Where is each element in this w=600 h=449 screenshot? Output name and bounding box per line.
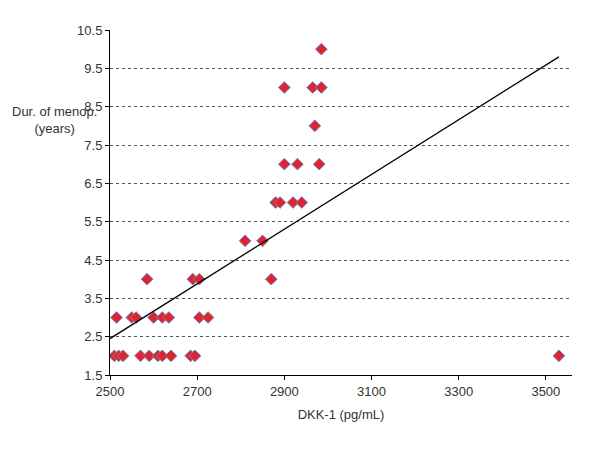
- svg-text:9.5: 9.5: [84, 61, 102, 76]
- svg-text:1.5: 1.5: [84, 368, 102, 383]
- svg-text:2700: 2700: [183, 384, 212, 399]
- svg-text:5.5: 5.5: [84, 214, 102, 229]
- svg-text:7.5: 7.5: [84, 138, 102, 153]
- svg-text:3100: 3100: [357, 384, 386, 399]
- svg-text:4.5: 4.5: [84, 253, 102, 268]
- svg-text:6.5: 6.5: [84, 176, 102, 191]
- svg-text:3500: 3500: [531, 384, 560, 399]
- svg-text:2500: 2500: [96, 384, 125, 399]
- svg-text:3.5: 3.5: [84, 291, 102, 306]
- svg-text:2.5: 2.5: [84, 329, 102, 344]
- svg-text:DKK-1 (pg/mL): DKK-1 (pg/mL): [298, 407, 385, 422]
- svg-text:Dur. of menop.(years): Dur. of menop.(years): [12, 104, 97, 136]
- svg-text:10.5: 10.5: [77, 23, 102, 38]
- svg-text:2900: 2900: [270, 384, 299, 399]
- svg-text:3300: 3300: [444, 384, 473, 399]
- svg-text:8.5: 8.5: [84, 99, 102, 114]
